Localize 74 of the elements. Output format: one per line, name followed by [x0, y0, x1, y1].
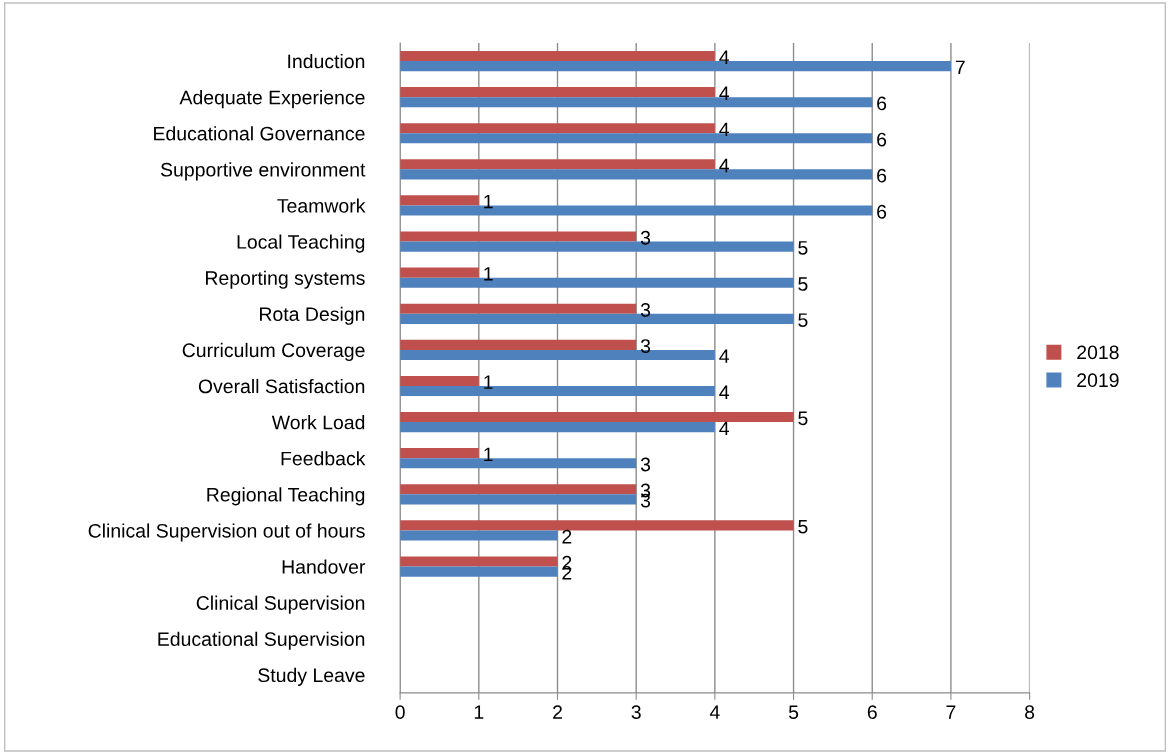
y-tick-label: Regional Teaching — [207, 487, 365, 506]
bar — [400, 303, 637, 314]
y-tick-label: Teamwork — [277, 198, 366, 213]
y-tick-label: Educational Governance — [154, 126, 365, 141]
bar — [400, 159, 715, 170]
y-tick-label: Reporting systems — [206, 270, 365, 289]
y-tick-label: Induction — [288, 53, 365, 69]
data-label: 1 — [484, 267, 493, 281]
y-tick-label: Supportive environment — [160, 162, 366, 181]
data-label: 4 — [719, 385, 730, 399]
data-label: 2 — [562, 529, 572, 544]
y-tick-label: Educational Supervision — [158, 631, 365, 650]
data-label: 4 — [719, 158, 730, 173]
data-label: 4 — [719, 349, 730, 363]
bar — [400, 484, 637, 495]
y-tick-label: Study Leave — [258, 667, 365, 686]
bar — [400, 87, 715, 98]
legend-label: 2019 — [1077, 373, 1119, 388]
y-tick-label: Work Load — [271, 415, 365, 430]
x-tick-label: 0 — [395, 705, 405, 720]
y-tick-label: Local Teaching — [237, 234, 365, 253]
data-label: 5 — [798, 313, 808, 327]
data-label: 7 — [955, 60, 965, 74]
data-label: 5 — [798, 519, 808, 534]
bar — [400, 494, 637, 505]
data-label: 4 — [719, 122, 730, 137]
legend-label: 2018 — [1077, 345, 1119, 360]
data-label: 3 — [640, 230, 651, 245]
y-tick-label: Clinical Supervision out of hours — [88, 523, 365, 542]
bar — [400, 375, 479, 387]
y-tick-label: Overall Satisfaction — [198, 378, 365, 394]
data-label: 4 — [719, 421, 730, 436]
data-label: 3 — [640, 457, 651, 472]
data-label: 5 — [798, 241, 808, 255]
bar — [400, 231, 637, 242]
data-label: 6 — [877, 96, 887, 111]
bar — [400, 520, 794, 531]
bar — [400, 339, 637, 350]
data-label: 4 — [719, 50, 730, 64]
x-tick-label: 1 — [474, 705, 484, 719]
x-tick-label: 5 — [788, 705, 799, 720]
x-tick-label: 6 — [867, 705, 877, 720]
x-tick-label: 8 — [1025, 705, 1035, 720]
y-tick-label: Clinical Supervision — [196, 595, 365, 614]
data-label: 1 — [484, 375, 493, 389]
data-label: 5 — [798, 411, 808, 426]
data-label: 6 — [877, 168, 887, 183]
y-tick-label: Feedback — [281, 451, 366, 466]
y-tick-label: Handover — [282, 559, 366, 574]
y-tick-label: Rota Design — [260, 306, 365, 325]
bar — [400, 448, 479, 459]
x-tick-label: 7 — [946, 705, 956, 719]
bar — [400, 195, 479, 206]
data-label: 3 — [640, 339, 651, 353]
bar — [400, 123, 715, 134]
bar — [400, 412, 794, 423]
data-label: 6 — [877, 204, 887, 219]
data-label: 6 — [877, 132, 887, 147]
data-label: 1 — [484, 447, 493, 462]
bar — [400, 530, 558, 541]
data-label: 3 — [640, 303, 651, 317]
data-label: 5 — [798, 277, 808, 291]
x-tick-label: 3 — [631, 705, 641, 720]
bar — [400, 422, 715, 433]
x-tick-label: 4 — [709, 705, 720, 719]
bar — [400, 267, 479, 278]
bar — [400, 50, 715, 62]
data-label: 4 — [719, 86, 730, 100]
y-tick-label: Curriculum Coverage — [182, 342, 365, 361]
x-tick-label: 2 — [553, 705, 562, 719]
data-label: 1 — [484, 194, 493, 209]
y-tick-label: Adequate Experience — [179, 90, 365, 109]
bar — [400, 556, 558, 567]
bar — [400, 566, 558, 577]
